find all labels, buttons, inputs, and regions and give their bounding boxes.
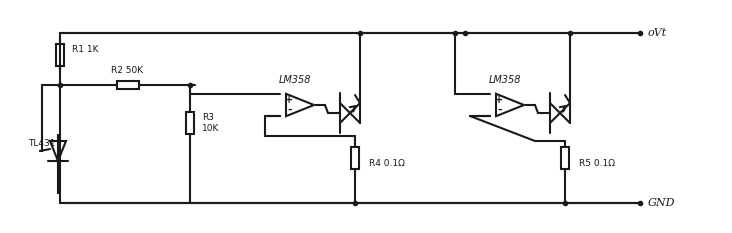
Text: R1 1K: R1 1K	[72, 45, 99, 55]
Bar	[116, 81, 138, 89]
Text: R5 0.1Ω: R5 0.1Ω	[579, 158, 615, 168]
Text: R4 0.1Ω: R4 0.1Ω	[369, 158, 405, 168]
Bar	[186, 112, 194, 134]
Bar	[351, 147, 359, 169]
Text: R3
10K: R3 10K	[202, 113, 220, 133]
Bar	[561, 147, 569, 169]
Text: TL431: TL431	[28, 138, 56, 147]
Text: -: -	[497, 105, 501, 115]
Text: R2 50K: R2 50K	[111, 66, 143, 75]
Bar	[56, 44, 64, 66]
Text: +: +	[285, 95, 294, 105]
Text: GND: GND	[648, 198, 676, 208]
Text: -: -	[287, 105, 291, 115]
Text: oVt: oVt	[648, 28, 668, 38]
Text: LM358: LM358	[489, 75, 521, 85]
Text: LM358: LM358	[279, 75, 311, 85]
Text: +: +	[496, 95, 504, 105]
